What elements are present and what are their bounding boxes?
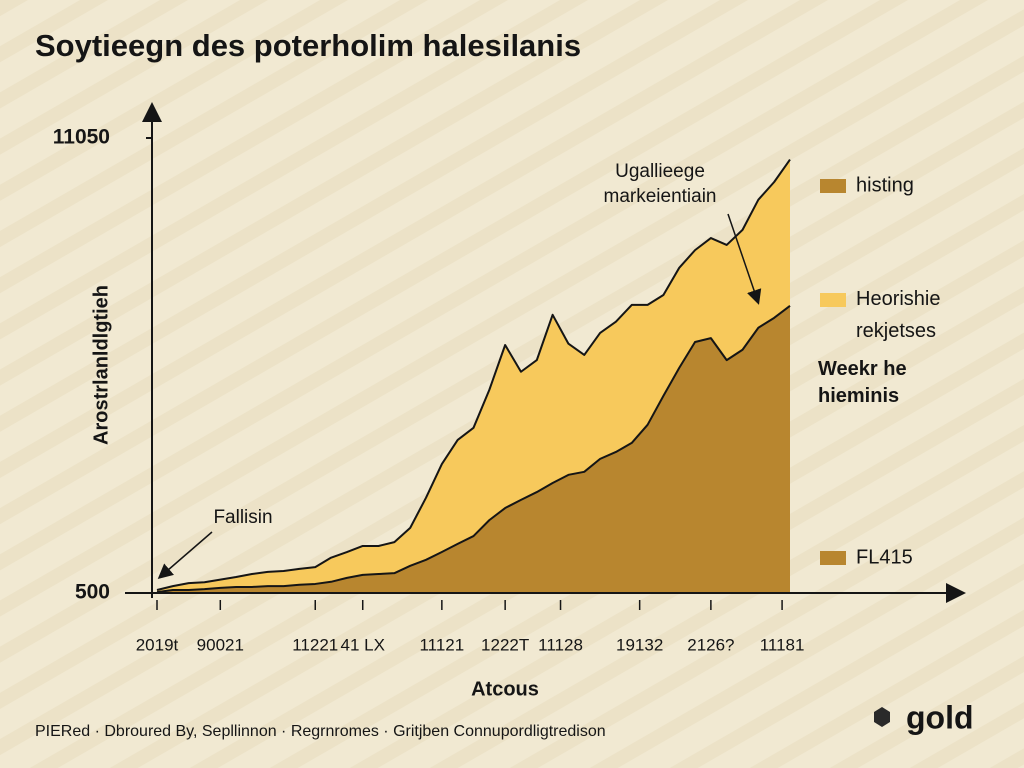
x-tick-label: 2019t	[136, 635, 179, 654]
annotation-arrow	[157, 531, 213, 579]
x-axis-label: Atcous	[471, 678, 539, 700]
annotation: Fallisin	[213, 507, 272, 528]
legend-label: Heorishie rekjetses	[856, 288, 940, 342]
area-outline	[156, 304, 791, 594]
x-tick-label: 19132	[616, 635, 663, 654]
chart-title: Soytieegn des poterholim halesilanis	[35, 28, 581, 63]
area	[157, 305, 790, 593]
y-tick-label: 500	[75, 581, 110, 604]
legend-note: Weekr he hieminis	[818, 358, 907, 407]
legend-swatch	[820, 179, 846, 193]
logo-icon	[874, 707, 890, 727]
x-tick-label: 1222T	[481, 635, 529, 654]
area-outline	[156, 158, 791, 591]
y-tick-label: 11050	[53, 126, 110, 149]
x-tick-label: 11128	[538, 635, 583, 654]
x-tick-label: 11221	[292, 635, 338, 654]
x-tick-label: 41 LX	[341, 635, 385, 654]
legend-swatch	[820, 551, 846, 565]
annotation: Ugallieege markeientiain	[604, 161, 717, 207]
x-tick-label: 11121	[419, 635, 464, 654]
logo: gold	[906, 699, 974, 735]
area	[157, 159, 790, 593]
legend-swatch	[820, 293, 846, 307]
x-tick-label: 90021	[197, 635, 244, 654]
x-tick-label: 2126?	[687, 635, 734, 654]
y-axis-label: Arostrlanldlgtieh	[90, 285, 112, 445]
annotation-arrow	[727, 213, 762, 305]
x-tick-label: 11181	[760, 635, 805, 654]
footer: PIERed · Dbroured By, Sepllinnon · Regrn…	[35, 723, 606, 740]
legend-note: FL415	[856, 546, 913, 568]
legend-label: histing	[856, 174, 914, 196]
